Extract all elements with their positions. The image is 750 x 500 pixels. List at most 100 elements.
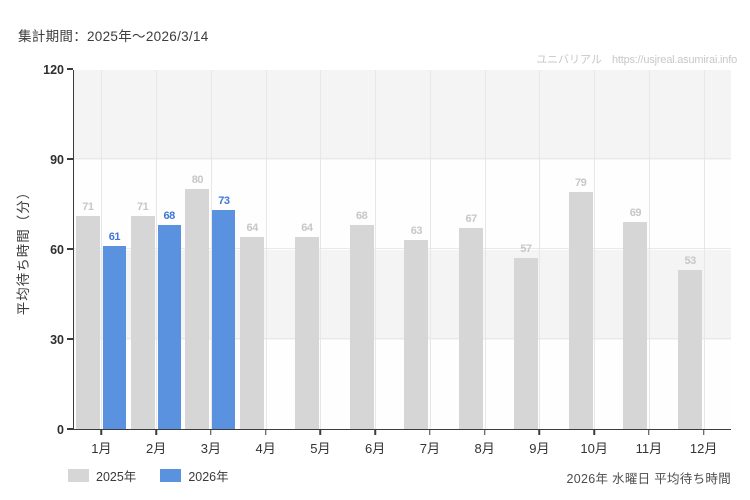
gridline-vertical bbox=[429, 70, 431, 429]
bar-2025年-8月[interactable] bbox=[459, 228, 484, 429]
month-group-7月: 63 7月 bbox=[403, 70, 458, 456]
gridline-vertical bbox=[375, 70, 377, 429]
gridline-vertical bbox=[101, 70, 103, 429]
bar-2025年-7月[interactable] bbox=[404, 240, 429, 429]
y-axis-tick-label: 0 bbox=[57, 423, 64, 437]
y-axis-tick bbox=[67, 428, 73, 430]
bar-2025年-3月[interactable] bbox=[185, 189, 210, 429]
x-axis-tick bbox=[593, 429, 595, 435]
footer-caption: 2026年 水曜日 平均待ち時間 bbox=[566, 472, 731, 486]
watermark-url: https://usjreal.asumirai.info bbox=[611, 54, 737, 66]
x-axis-label-1月: 1月 bbox=[91, 441, 112, 456]
y-axis-tick bbox=[67, 158, 73, 160]
legend-swatch bbox=[160, 469, 182, 482]
month-group-4月: 64 4月 bbox=[238, 70, 293, 456]
month-group-5月: 64 5月 bbox=[293, 70, 348, 456]
x-axis-tick bbox=[374, 429, 376, 435]
bar-2026年-2月[interactable] bbox=[157, 225, 181, 429]
x-axis-tick bbox=[155, 429, 157, 435]
bar-2025年-1月[interactable] bbox=[75, 216, 100, 429]
gridline-vertical bbox=[210, 70, 212, 429]
bar-value-label: 79 bbox=[575, 177, 587, 189]
month-group-12月: 53 12月 bbox=[676, 70, 731, 456]
x-axis-label-9月: 9月 bbox=[529, 441, 550, 456]
bar-2025年-2月[interactable] bbox=[130, 216, 155, 429]
bar-value-label: 73 bbox=[218, 195, 230, 207]
bar-value-label: 69 bbox=[629, 207, 642, 219]
bar-value-label: 68 bbox=[163, 210, 176, 222]
y-axis-tick bbox=[67, 68, 73, 70]
x-axis-tick bbox=[538, 429, 541, 435]
bar-value-label: 57 bbox=[520, 243, 532, 255]
gridline-vertical bbox=[594, 70, 596, 429]
month-group-3月: 80 73 3月 bbox=[184, 70, 239, 456]
plot-area: 0 30 60 90 120 71 61 1月 71 68 2月 80 73 3月 64 4月 64 5月 68 6… bbox=[43, 63, 731, 456]
bar-value-label: 64 bbox=[246, 222, 259, 234]
gridline-vertical bbox=[320, 70, 322, 429]
x-axis-tick bbox=[264, 429, 267, 435]
bar-2025年-12月[interactable] bbox=[678, 270, 703, 429]
x-axis-tick bbox=[319, 429, 322, 435]
x-axis-tick bbox=[483, 429, 486, 435]
month-group-11月: 69 11月 bbox=[622, 70, 677, 456]
watermark-brand: ユニバリアル bbox=[536, 54, 602, 66]
month-group-1月: 71 61 1月 bbox=[74, 70, 129, 456]
gridline-vertical bbox=[156, 70, 158, 429]
x-axis-label-10月: 10月 bbox=[580, 441, 608, 456]
x-axis-label-8月: 8月 bbox=[474, 441, 495, 456]
legend: 2025年 2026年 bbox=[68, 466, 229, 485]
month-group-8月: 67 8月 bbox=[457, 70, 512, 456]
bar-value-label: 53 bbox=[684, 255, 697, 267]
x-axis-label-7月: 7月 bbox=[419, 441, 440, 456]
x-axis-tick bbox=[702, 429, 705, 435]
month-group-10月: 79 10月 bbox=[567, 70, 622, 456]
x-axis-label-3月: 3月 bbox=[200, 441, 221, 456]
x-axis-label-12月: 12月 bbox=[689, 441, 718, 456]
bar-2025年-11月[interactable] bbox=[623, 222, 648, 429]
y-axis-tick-label: 30 bbox=[50, 333, 64, 347]
bar-value-label: 63 bbox=[410, 225, 423, 237]
bar-groups: 71 61 1月 71 68 2月 80 73 3月 64 4月 64 5月 68 6月 63 7月 67 8月 57… bbox=[74, 70, 731, 456]
y-axis-tick-label: 120 bbox=[43, 63, 64, 77]
x-axis-tick bbox=[648, 429, 650, 435]
legend-item-2025年[interactable]: 2025年 bbox=[68, 466, 136, 485]
gridline-vertical bbox=[648, 70, 650, 429]
legend-label: 2025年 bbox=[96, 470, 137, 484]
month-group-9月: 57 9月 bbox=[512, 70, 567, 456]
x-axis-tick bbox=[429, 429, 431, 435]
x-axis-label-11月: 11月 bbox=[635, 441, 663, 456]
bar-2026年-3月[interactable] bbox=[212, 210, 236, 429]
gridline-vertical bbox=[484, 70, 486, 429]
gridline-horizontal bbox=[74, 248, 731, 249]
bar-value-label: 67 bbox=[465, 213, 478, 225]
x-axis-tick bbox=[100, 429, 103, 435]
gridline-vertical bbox=[539, 70, 541, 429]
bar-value-label: 80 bbox=[191, 174, 204, 186]
y-axis-tick bbox=[67, 338, 73, 340]
x-axis-label-6月: 6月 bbox=[365, 441, 386, 456]
gridline-horizontal bbox=[74, 338, 731, 339]
bar-2025年-6月[interactable] bbox=[349, 225, 374, 429]
bar-value-label: 71 bbox=[137, 201, 149, 213]
bar-2025年-5月[interactable] bbox=[294, 237, 319, 429]
bar-2025年-10月[interactable] bbox=[568, 192, 593, 429]
y-axis-tick bbox=[67, 248, 73, 250]
legend-item-2026年[interactable]: 2026年 bbox=[160, 466, 229, 485]
legend-swatch bbox=[68, 469, 89, 482]
y-axis-tick-label: 90 bbox=[50, 153, 64, 167]
month-group-6月: 68 6月 bbox=[348, 70, 403, 456]
x-axis-label-2月: 2月 bbox=[146, 441, 167, 456]
legend-label: 2026年 bbox=[188, 470, 229, 484]
x-axis-label-5月: 5月 bbox=[310, 441, 331, 456]
bar-2026年-1月[interactable] bbox=[102, 246, 126, 429]
watermark: ユニバリアル https://usjreal.asumirai.info bbox=[536, 51, 737, 67]
bar-2025年-9月[interactable] bbox=[513, 258, 538, 429]
bar-2025年-4月[interactable] bbox=[240, 237, 265, 429]
gridline-horizontal bbox=[74, 158, 731, 159]
bar-value-label: 71 bbox=[82, 201, 94, 213]
gridline-vertical bbox=[703, 70, 705, 429]
gridline-vertical bbox=[265, 70, 267, 429]
bar-value-label: 64 bbox=[301, 222, 313, 234]
bar-value-label: 61 bbox=[108, 231, 121, 243]
